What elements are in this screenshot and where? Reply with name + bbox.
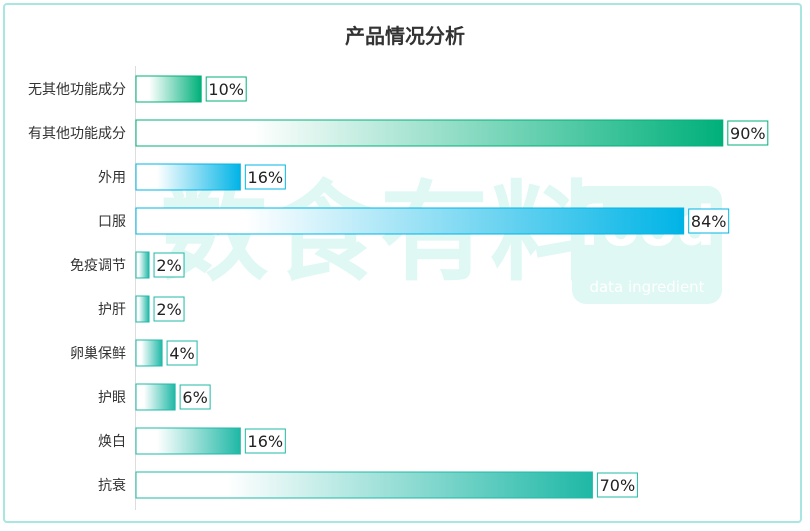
category-label: 无其他功能成分 [28, 82, 126, 98]
value-label-box [153, 252, 185, 278]
bar [135, 119, 724, 147]
value-label: 2% [156, 256, 181, 275]
category-label: 护眼 [98, 390, 126, 406]
bar [135, 163, 241, 191]
bar [135, 75, 202, 103]
category-label: 卵巢保鲜 [70, 346, 126, 362]
value-label: 70% [600, 476, 636, 495]
category-label: 外用 [98, 170, 126, 186]
value-label: 16% [248, 432, 284, 451]
chart-title: 产品情况分析 [345, 24, 465, 48]
value-label-box [179, 384, 211, 410]
y-axis-line [135, 66, 136, 510]
bar [135, 427, 241, 455]
bar [135, 295, 150, 323]
value-label: 90% [730, 124, 766, 143]
value-label: 10% [208, 80, 244, 99]
chart-frame [3, 3, 802, 523]
category-label: 抗衰 [98, 477, 126, 494]
value-label-box [688, 208, 730, 234]
value-label-box [166, 340, 198, 366]
category-label: 有其他功能成分 [28, 126, 126, 142]
value-label: 2% [156, 300, 181, 319]
value-label-box [244, 164, 286, 190]
value-label-box [727, 120, 769, 146]
value-label-box [205, 76, 247, 102]
value-label: 6% [182, 388, 207, 407]
bar [135, 251, 150, 279]
category-label: 护肝 [98, 302, 126, 318]
category-label: 免疫调节 [70, 258, 126, 274]
category-label: 焕白 [98, 433, 126, 450]
bar [135, 207, 685, 235]
value-label-box [244, 428, 286, 454]
value-label: 84% [691, 212, 727, 231]
bar [135, 383, 176, 411]
category-label: 口服 [98, 214, 126, 230]
value-label-box [153, 296, 185, 322]
bar [135, 339, 163, 367]
bar [135, 471, 593, 499]
value-label-box [596, 472, 638, 498]
value-label: 16% [248, 168, 284, 187]
watermark-logo-sub: data ingredient [589, 278, 705, 296]
value-label: 4% [169, 344, 194, 363]
